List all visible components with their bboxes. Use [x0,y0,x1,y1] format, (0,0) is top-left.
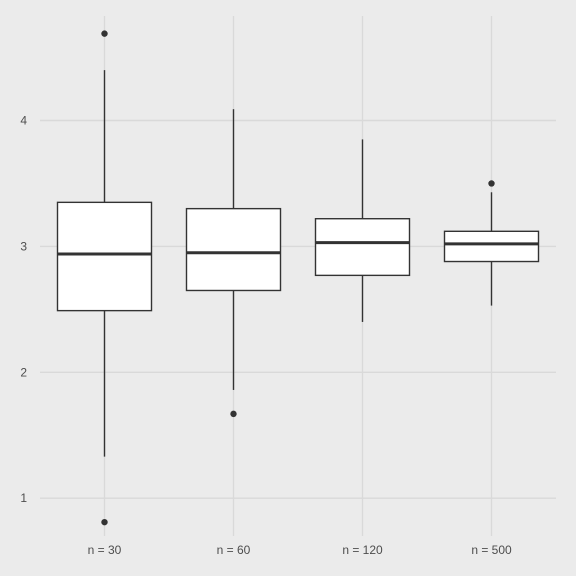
outlier-point [101,30,108,37]
x-tick-label: n = 120 [342,543,383,557]
box-series [56,30,540,526]
y-tick-label: 2 [20,365,27,379]
y-tick-label: 3 [20,239,27,253]
outlier-point [488,180,495,187]
y-tick-label: 4 [20,114,27,128]
outlier-point [230,410,237,418]
box-500 [443,180,540,306]
box-iqr [185,207,282,292]
x-tick-label: n = 30 [88,543,122,557]
box-iqr [443,230,540,263]
outlier-point [101,518,108,526]
box-iqr [56,201,153,312]
x-tick-label: n = 60 [217,543,251,557]
box-30 [56,30,153,526]
box-60 [185,109,282,418]
box-120 [314,139,411,322]
y-axis-tick-labels: 1 2 3 4 [20,114,27,506]
y-tick-label: 1 [20,491,27,505]
box-iqr [314,218,411,277]
x-tick-label: n = 500 [471,543,512,557]
x-axis-tick-labels: n = 30 n = 60 n = 120 n = 500 [88,543,512,557]
